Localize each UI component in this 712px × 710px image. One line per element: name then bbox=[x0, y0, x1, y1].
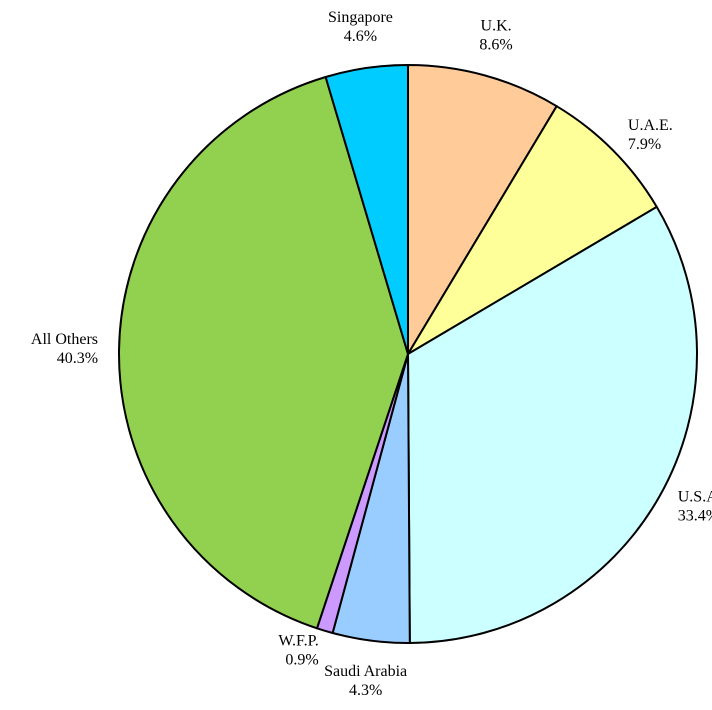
slice-value-label: 8.6% bbox=[479, 37, 512, 54]
slice-label: Saudi Arabia bbox=[324, 663, 407, 680]
slice-value-label: 33.4% bbox=[678, 507, 712, 524]
pie-slice bbox=[407, 105, 658, 355]
pie-slice bbox=[407, 64, 558, 355]
slice-value-label: 0.9% bbox=[285, 652, 318, 669]
slice-label: U.K. bbox=[481, 18, 512, 35]
pie-slice bbox=[324, 64, 409, 355]
slice-label: Singapore bbox=[328, 9, 393, 26]
pie-slice bbox=[118, 75, 409, 630]
slice-value-label: 7.9% bbox=[628, 136, 661, 153]
slice-value-label: 40.3% bbox=[57, 350, 98, 367]
pie-slice bbox=[407, 205, 698, 644]
slice-label: W.F.P. bbox=[278, 633, 318, 650]
slice-value-label: 4.6% bbox=[344, 28, 377, 45]
slice-label: All Others bbox=[31, 331, 98, 348]
slice-value-label: 4.3% bbox=[349, 682, 382, 699]
slice-label: U.A.E. bbox=[628, 117, 673, 134]
slice-label: U.S.A. bbox=[678, 488, 712, 505]
